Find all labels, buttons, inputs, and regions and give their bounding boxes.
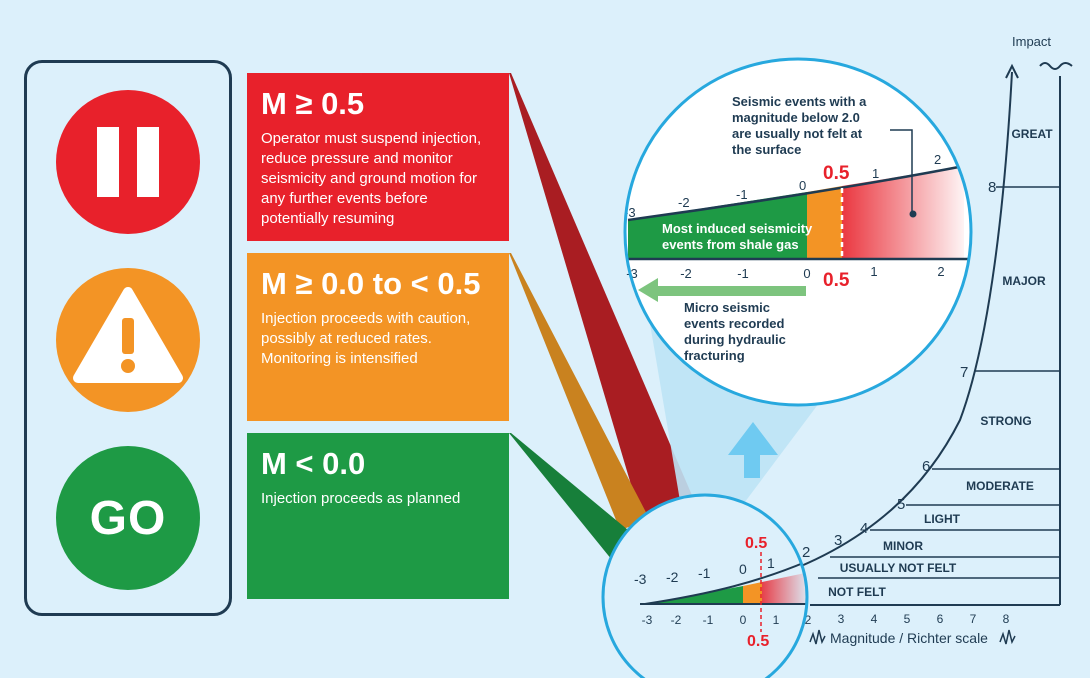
box-medium-heading: M ≥ 0.0 to < 0.5 — [261, 266, 481, 301]
category-strong: STRONG — [980, 414, 1031, 428]
zoom-bottom-tick: -3 — [626, 266, 638, 281]
box-low-text: Injection proceeds as planned — [261, 490, 461, 507]
category-minor: MINOR — [883, 539, 923, 553]
zoom-circle: Seismic events with a magnitude below 2.… — [623, 57, 973, 407]
curve-label-2: 2 — [802, 544, 810, 561]
stop-light — [56, 90, 200, 234]
small-bottom-tick: 2 — [805, 613, 812, 627]
category-moderate: MODERATE — [966, 479, 1034, 493]
x-axis-label: Magnitude / Richter scale — [830, 630, 988, 646]
axis-break-icon — [1039, 62, 1073, 70]
zoom-top-tick: -1 — [736, 187, 748, 202]
zoom-bottom-tick: 2 — [937, 264, 944, 279]
curve-label-4: 4 — [860, 520, 868, 537]
curve-label-3: 3 — [834, 532, 842, 549]
zoom-top-tick: 1 — [872, 166, 879, 181]
box-medium-text: Injection proceeds with caution, possibl… — [261, 310, 471, 367]
category-not-felt: NOT FELT — [828, 585, 886, 599]
x-tick-5: 5 — [904, 612, 911, 626]
x-tick-3: 3 — [838, 612, 845, 626]
zoom-bottom-tick: -2 — [680, 266, 692, 281]
zoom-bottom-tick: 1 — [870, 264, 877, 279]
traffic-light-panel: GO — [24, 60, 232, 616]
go-label: GO — [89, 491, 167, 545]
curve-label-7: 7 — [960, 364, 968, 381]
micro-arrow-icon — [638, 278, 806, 302]
small-top-tick: 0 — [739, 561, 747, 577]
zoom-note: Seismic events with a magnitude below 2.… — [732, 94, 870, 157]
small-top-tick: -1 — [698, 565, 711, 581]
small-threshold-bottom: 0.5 — [747, 633, 769, 650]
caution-light — [56, 268, 200, 412]
box-medium: M ≥ 0.0 to < 0.5 Injection proceeds with… — [247, 253, 509, 421]
zoom-top-tick: 0 — [799, 178, 806, 193]
curve-arrow-icon — [1005, 63, 1019, 79]
x-tick-8: 8 — [1003, 612, 1010, 626]
box-high-text: Operator must suspend injection, reduce … — [261, 130, 482, 227]
small-bottom-tick: 0 — [740, 613, 747, 627]
zoom-threshold-top: 0.5 — [823, 163, 850, 184]
seismo-left-icon — [809, 629, 826, 645]
category-light: LIGHT — [924, 512, 961, 526]
go-light: GO — [56, 446, 200, 590]
zoom-threshold-bottom: 0.5 — [823, 270, 850, 291]
zoom-bottom-tick: -1 — [737, 266, 749, 281]
warning-icon — [73, 287, 183, 383]
curve-label-5: 5 — [897, 496, 905, 513]
small-bottom-tick: -2 — [671, 613, 682, 627]
small-bottom-tick: -3 — [642, 613, 653, 627]
green-wedge — [509, 433, 640, 560]
zoom-green-label: Most induced seismicity events from shal… — [662, 221, 816, 252]
category-usually-not-felt: USUALLY NOT FELT — [840, 561, 957, 575]
box-low: M < 0.0 Injection proceeds as planned — [247, 433, 509, 599]
zoom-top-tick: 2 — [934, 152, 941, 167]
category-major: MAJOR — [1002, 274, 1046, 288]
x-tick-7: 7 — [970, 612, 977, 626]
small-top-tick: -3 — [634, 571, 647, 587]
curve-label-6: 6 — [922, 458, 930, 475]
zoom-arrow-icon — [728, 422, 778, 478]
y-axis-label: Impact — [1012, 34, 1051, 49]
zoom-top-tick: -3 — [624, 205, 636, 220]
zoom-top-tick: -2 — [678, 195, 690, 210]
seismo-right-icon — [999, 629, 1016, 645]
small-top-tick: 1 — [767, 555, 775, 571]
red-wedge — [509, 73, 694, 515]
category-lines — [818, 186, 1060, 579]
box-low-heading: M < 0.0 — [261, 446, 366, 481]
curve-label-8: 8 — [988, 179, 996, 196]
small-bottom-tick: -1 — [703, 613, 714, 627]
box-high: M ≥ 0.5 Operator must suspend injection,… — [247, 73, 509, 241]
box-high-heading: M ≥ 0.5 — [261, 86, 365, 121]
orange-wedge — [509, 253, 650, 530]
small-zoom-circle: 0.5 0.5 -3 -2 -1 0 1 -3 -2 -1 0 1 2 — [601, 493, 812, 678]
small-bottom-tick: 1 — [773, 613, 780, 627]
small-threshold-top: 0.5 — [745, 535, 767, 552]
pause-icon — [56, 90, 200, 234]
x-tick-4: 4 — [871, 612, 878, 626]
zoom-micro-label: Micro seismic events recorded during hyd… — [684, 300, 789, 363]
category-great: GREAT — [1011, 127, 1053, 141]
x-tick-6: 6 — [937, 612, 944, 626]
zoom-bottom-tick: 0 — [803, 266, 810, 281]
small-top-tick: -2 — [666, 569, 679, 585]
